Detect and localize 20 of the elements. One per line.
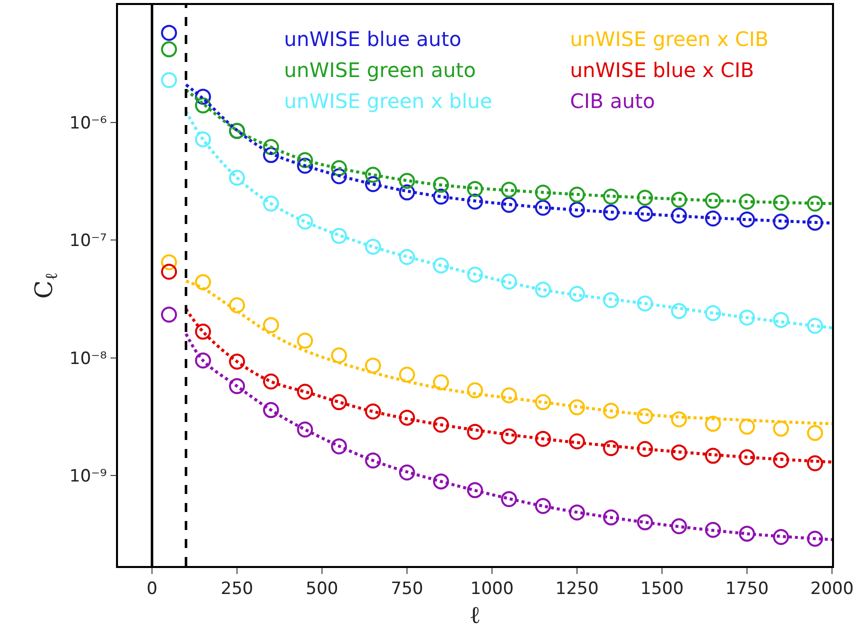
y-tick-label: 10⁻⁹	[69, 466, 108, 486]
y-tick-label: 10⁻⁷	[69, 231, 108, 252]
text: unWISE green x CIB	[570, 27, 769, 51]
x-tick-label: 250	[220, 579, 254, 600]
text: unWISE green x blue	[284, 89, 492, 113]
x-tick-label: 1000	[470, 579, 514, 600]
x-tick-label: 500	[306, 579, 338, 600]
x-tick-label: 0	[146, 579, 158, 600]
y-tick-label: 10⁻⁸	[69, 348, 108, 369]
text: unWISE green auto	[284, 58, 476, 82]
text: unWISE blue x CIB	[570, 58, 754, 82]
y-tick-label: 10⁻⁶	[69, 114, 108, 134]
x-axis-title: ℓ	[469, 600, 481, 629]
text: CIB auto	[570, 89, 655, 113]
x-tick-label: 1750	[725, 579, 769, 600]
x-tick-label: 1250	[555, 579, 599, 600]
text: unWISE blue auto	[284, 27, 462, 51]
x-tick-label: 1500	[640, 579, 684, 600]
x-tick-label: 2000	[810, 579, 854, 600]
x-tick-label: 750	[390, 579, 424, 600]
